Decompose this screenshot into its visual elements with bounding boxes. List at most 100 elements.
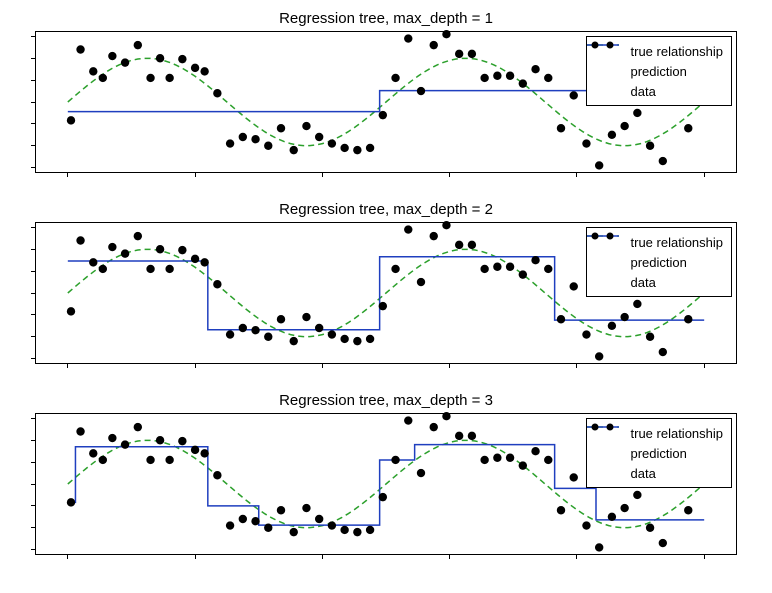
data-point (544, 265, 552, 273)
data-point (646, 142, 654, 150)
data-point (468, 432, 476, 440)
plot-area: true relationship prediction data (35, 222, 737, 364)
data-point (404, 34, 412, 42)
data-point (251, 517, 259, 525)
data-point (200, 67, 208, 75)
data-point (200, 258, 208, 266)
data-point (146, 265, 154, 273)
data-point (76, 427, 84, 435)
legend-label-pred: prediction (631, 446, 687, 461)
data-point (264, 142, 272, 150)
data-point (226, 139, 234, 147)
legend: true relationshippredictiondata (586, 36, 733, 106)
data-point (506, 72, 514, 80)
data-point (239, 324, 247, 332)
data-point (391, 265, 399, 273)
data-point (430, 423, 438, 431)
data-point (391, 456, 399, 464)
legend-label-data: data (631, 466, 656, 481)
data-point (442, 221, 450, 229)
data-point (659, 157, 667, 165)
data-point (417, 87, 425, 95)
data-point (302, 122, 310, 130)
subplot-title: Regression tree, max_depth = 1 (10, 10, 762, 27)
data-point (531, 65, 539, 73)
data-point (557, 315, 565, 323)
data-point (570, 282, 578, 290)
data-point (519, 461, 527, 469)
data-point (178, 55, 186, 63)
data-point (302, 504, 310, 512)
data-point (379, 111, 387, 119)
data-point (493, 263, 501, 271)
data-point (178, 246, 186, 254)
data-point (468, 50, 476, 58)
legend-prediction-icon (593, 445, 625, 461)
data-point (121, 58, 129, 66)
data-point (493, 454, 501, 462)
data-point (89, 449, 97, 457)
data-point (340, 144, 348, 152)
data-point (315, 324, 323, 332)
data-point (455, 50, 463, 58)
data-point (659, 539, 667, 547)
data-point (684, 506, 692, 514)
data-point (493, 72, 501, 80)
data-point (67, 116, 75, 124)
data-point (608, 322, 616, 330)
data-point (379, 302, 387, 310)
legend-row-pred: prediction (593, 443, 724, 463)
data-point (213, 280, 221, 288)
legend-row-pred: prediction (593, 252, 724, 272)
data-point (353, 337, 361, 345)
data-point (506, 454, 514, 462)
data-point (379, 493, 387, 501)
data-point (417, 278, 425, 286)
subplot-3: Regression tree, max_depth = 3true relat… (10, 392, 762, 555)
data-point (417, 469, 425, 477)
legend-label-true: true relationship (631, 235, 724, 250)
data-point (633, 491, 641, 499)
data-point (544, 456, 552, 464)
data-point (544, 74, 552, 82)
data-point (165, 74, 173, 82)
data-point (608, 513, 616, 521)
data-point (595, 161, 603, 169)
data-point (315, 133, 323, 141)
legend-data-icon (593, 83, 625, 99)
data-point (239, 133, 247, 141)
data-point (89, 67, 97, 75)
data-point (404, 416, 412, 424)
legend-label-data: data (631, 275, 656, 290)
legend-prediction-icon (593, 254, 625, 270)
data-point (608, 131, 616, 139)
legend: true relationship prediction data (586, 227, 733, 297)
data-point (290, 146, 298, 154)
data-point (213, 471, 221, 479)
data-point (328, 139, 336, 147)
data-point (366, 526, 374, 534)
legend-label-data: data (631, 84, 656, 99)
data-point (519, 79, 527, 87)
legend-row-pred: prediction (593, 61, 724, 81)
data-point (156, 245, 164, 253)
data-point (328, 330, 336, 338)
subplot-title: Regression tree, max_depth = 2 (10, 201, 762, 218)
data-point (146, 74, 154, 82)
data-point (353, 146, 361, 154)
plot-area: true relationshippredictiondata (35, 413, 737, 555)
subplot-title: Regression tree, max_depth = 3 (10, 392, 762, 409)
data-point (76, 45, 84, 53)
data-point (315, 515, 323, 523)
data-point (191, 64, 199, 72)
legend-row-data: data (593, 272, 724, 292)
data-point (277, 506, 285, 514)
data-point (134, 423, 142, 431)
data-point (89, 258, 97, 266)
plot-area: true relationshippredictiondata (35, 31, 737, 173)
data-point (455, 432, 463, 440)
data-point (226, 330, 234, 338)
data-point (430, 232, 438, 240)
legend-prediction-icon (593, 63, 625, 79)
data-point (121, 249, 129, 257)
